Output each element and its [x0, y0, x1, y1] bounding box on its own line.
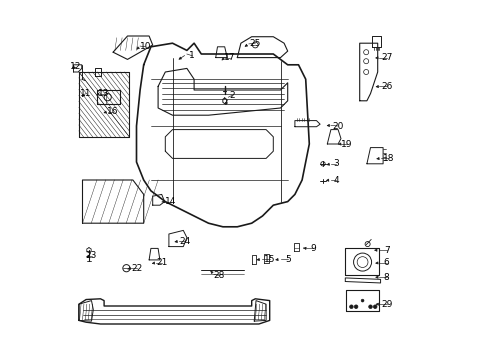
Text: 22: 22: [131, 264, 142, 273]
Polygon shape: [345, 278, 380, 283]
Text: 24: 24: [179, 237, 190, 246]
Text: 9: 9: [309, 244, 315, 253]
Text: 16: 16: [107, 107, 119, 116]
Polygon shape: [113, 36, 152, 59]
Polygon shape: [97, 90, 120, 104]
Text: 6: 6: [383, 258, 389, 267]
Polygon shape: [366, 148, 382, 164]
Polygon shape: [79, 299, 269, 324]
Text: 10: 10: [140, 42, 151, 51]
Text: 8: 8: [383, 273, 389, 282]
Polygon shape: [237, 37, 287, 58]
Polygon shape: [345, 248, 379, 275]
Text: 7: 7: [383, 246, 389, 255]
Polygon shape: [79, 72, 129, 137]
Polygon shape: [82, 180, 143, 223]
Polygon shape: [136, 43, 309, 227]
Text: 17: 17: [224, 53, 235, 62]
Polygon shape: [152, 194, 164, 205]
Text: 5: 5: [284, 255, 290, 264]
Text: 13: 13: [98, 89, 110, 98]
Text: 26: 26: [380, 82, 391, 91]
Polygon shape: [359, 43, 377, 101]
Text: 14: 14: [164, 197, 176, 206]
Text: 1: 1: [189, 51, 195, 60]
Text: 2: 2: [228, 91, 234, 100]
Circle shape: [373, 305, 376, 309]
Circle shape: [368, 305, 371, 309]
Text: 18: 18: [382, 154, 393, 163]
Text: 4: 4: [333, 176, 338, 185]
Circle shape: [361, 299, 363, 302]
Text: 28: 28: [213, 271, 224, 280]
Text: 12: 12: [69, 62, 81, 71]
Circle shape: [349, 305, 352, 309]
Text: 20: 20: [332, 122, 343, 131]
Text: 21: 21: [156, 258, 167, 267]
Circle shape: [354, 305, 357, 309]
Polygon shape: [326, 130, 340, 144]
Text: 11: 11: [80, 89, 92, 98]
Polygon shape: [168, 230, 186, 247]
Text: 3: 3: [333, 159, 339, 168]
Text: 23: 23: [85, 251, 97, 260]
Text: 19: 19: [341, 140, 352, 149]
Text: 25: 25: [249, 39, 261, 48]
Text: 15: 15: [264, 255, 275, 264]
Text: 27: 27: [380, 53, 391, 62]
Text: 29: 29: [380, 300, 391, 309]
Polygon shape: [346, 290, 379, 311]
